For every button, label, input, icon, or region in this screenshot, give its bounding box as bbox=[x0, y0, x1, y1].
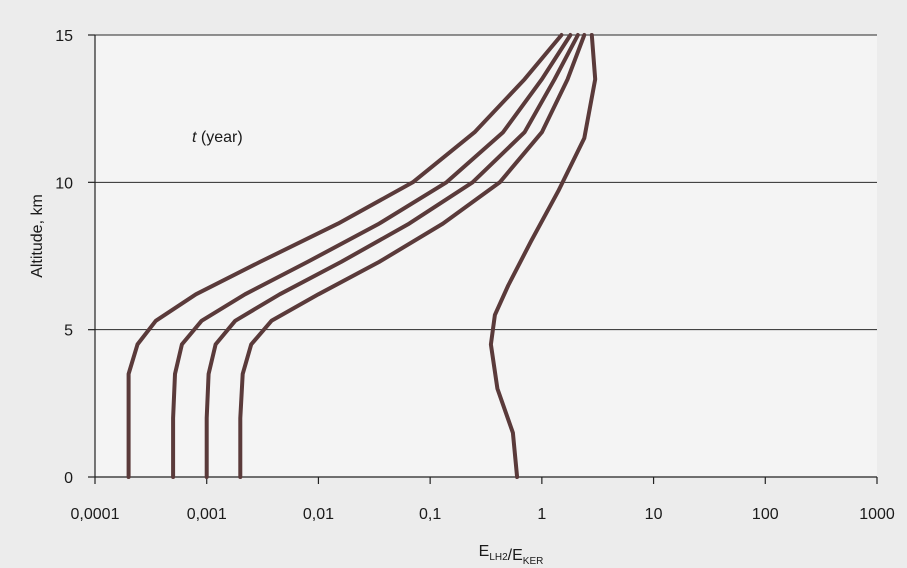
y-tick-label: 0 bbox=[64, 470, 73, 487]
axes-layer bbox=[88, 34, 878, 484]
grid-layer bbox=[95, 34, 877, 477]
y-tick-label: 10 bbox=[55, 175, 73, 192]
x-tick-label: 0,0001 bbox=[71, 506, 120, 523]
x-tick-label: 1 bbox=[537, 506, 546, 523]
x-tick-label: 1000 bbox=[859, 506, 895, 523]
x-tick-label: 0,1 bbox=[419, 506, 441, 523]
series-line-1 bbox=[126, 33, 564, 479]
annotation-t-year: t (year) bbox=[192, 129, 243, 146]
labels-layer: 0,0001 0,001 0,01 0,1 1 10 100 1000 0 5 10 15 Altitu… bbox=[29, 28, 895, 567]
series-line-5 bbox=[488, 33, 598, 479]
x-tick-label: 0,01 bbox=[303, 506, 334, 523]
y-axis-title: Altitude, km bbox=[29, 194, 46, 278]
x-tick-label: 10 bbox=[645, 506, 663, 523]
series-line-3 bbox=[204, 33, 580, 479]
series-layer bbox=[126, 33, 598, 479]
y-tick-label: 15 bbox=[55, 28, 73, 45]
series-line-4 bbox=[238, 33, 587, 479]
x-tick-label: 0,001 bbox=[187, 506, 227, 523]
series-line-2 bbox=[171, 33, 573, 479]
plot-area bbox=[95, 35, 877, 477]
y-tick-label: 5 bbox=[64, 323, 73, 340]
x-tick-label: 100 bbox=[752, 506, 779, 523]
x-axis-title: ELH2/EKER bbox=[479, 543, 544, 567]
